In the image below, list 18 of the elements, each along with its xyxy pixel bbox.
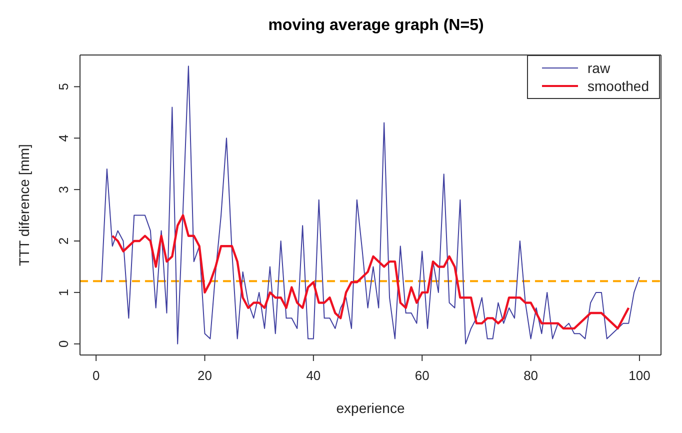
y-tick-label: 1 (56, 288, 71, 296)
legend-label: smoothed (588, 77, 649, 95)
y-axis-title: TTT diference [mm] (16, 144, 32, 266)
x-axis-title: experience (336, 400, 405, 416)
x-tick-label: 80 (524, 368, 538, 384)
y-tick-label: 4 (56, 134, 71, 142)
x-tick-label: 40 (306, 368, 321, 384)
x-tick-label: 20 (198, 368, 212, 384)
y-tick-label: 3 (56, 186, 71, 194)
y-tick-label: 0 (56, 340, 71, 348)
x-tick-label: 100 (628, 368, 650, 384)
legend-label: raw (588, 59, 610, 77)
x-tick-label: 0 (92, 368, 100, 384)
x-tick-label: 60 (414, 368, 430, 384)
y-tick-label: 2 (56, 237, 71, 245)
y-tick-label: 5 (56, 83, 71, 90)
line-series (111, 214, 630, 330)
chart-title: moving average graph (N=5) (267, 16, 485, 36)
